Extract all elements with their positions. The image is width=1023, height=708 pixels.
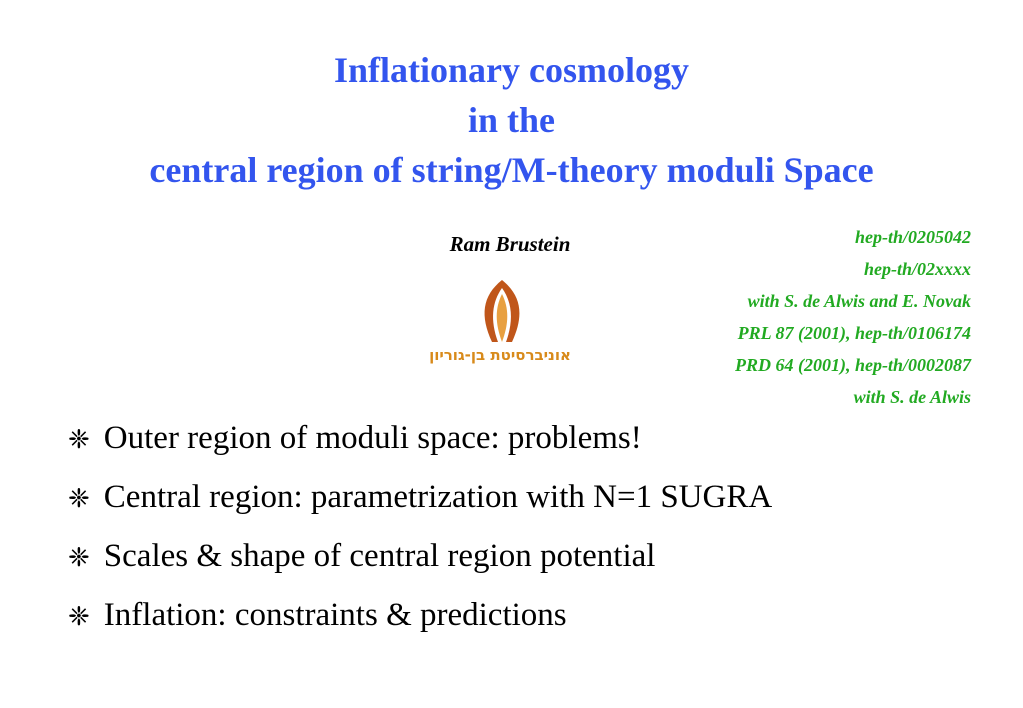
reference: PRL 87 (2001), hep-th/0106174 xyxy=(737,323,971,343)
title-line: Inflationary cosmology xyxy=(334,50,689,90)
bullet-text: Central region: parametrization with N=1… xyxy=(103,479,773,515)
reference: with S. de Alwis xyxy=(853,387,971,407)
bullet-icon: ❈ xyxy=(68,425,90,454)
university: אוניברסיטת בן-גוריון xyxy=(429,346,571,364)
logo xyxy=(484,280,520,342)
bullet: ❈ Scales & shape of central region potent… xyxy=(68,538,655,575)
reference: hep-th/02xxxx xyxy=(863,259,971,279)
bullet: ❈ Inflation: constraints & predictions xyxy=(68,597,567,634)
bullet-text: Outer region of moduli space: problems! xyxy=(103,420,642,456)
bullet: ❈ Central region: parametrization with N=… xyxy=(68,479,772,516)
bullet-text: Inflation: constraints & predictions xyxy=(103,597,567,633)
title-line: central region of string/M-theory moduli… xyxy=(149,150,874,190)
reference: with S. de Alwis and E. Novak xyxy=(747,291,971,311)
bullet-icon: ❈ xyxy=(68,543,90,572)
bullet: ❈ Outer region of moduli space: problems! xyxy=(68,420,642,457)
title-line: in the xyxy=(467,100,555,140)
bullet-icon: ❈ xyxy=(68,484,90,513)
reference: hep-th/0205042 xyxy=(854,227,971,247)
reference: PRD 64 (2001), hep-th/0002087 xyxy=(735,355,971,375)
author: Ram Brustein xyxy=(449,232,571,256)
bullet-text: Scales & shape of central region potenti… xyxy=(103,538,656,574)
bullet-icon: ❈ xyxy=(68,602,90,631)
